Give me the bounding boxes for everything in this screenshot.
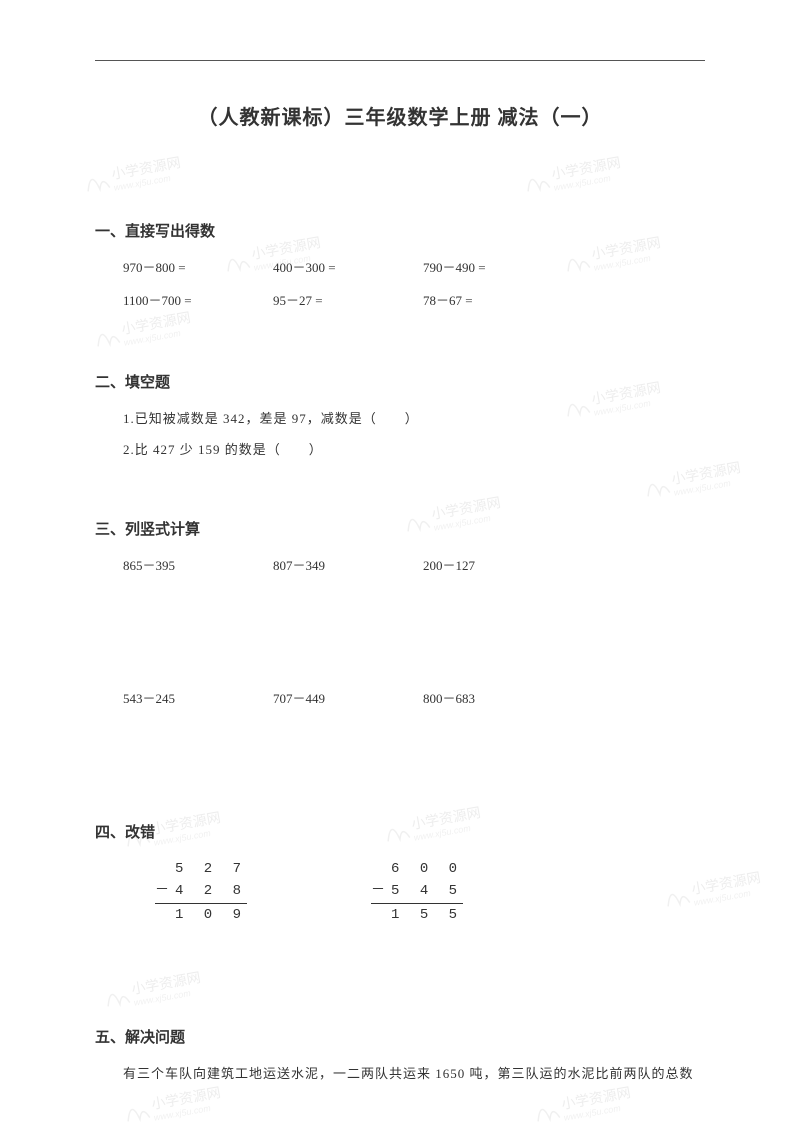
num-top: 6 0 0: [371, 858, 463, 880]
svg-text:www.xj5u.com: www.xj5u.com: [153, 1103, 212, 1123]
eq: 790－490 =: [423, 257, 573, 276]
svg-text:www.xj5u.com: www.xj5u.com: [553, 173, 612, 193]
eq: 200－127: [423, 555, 573, 574]
s3-row1: 865－395 807－349 200－127: [123, 555, 705, 574]
svg-text:小学资源网: 小学资源网: [560, 1085, 632, 1113]
watermark-icon: 小学资源网www.xj5u.com: [117, 1076, 232, 1134]
s4-columns: 5 2 7 －4 2 8 1 0 9 6 0 0 －5 4 5 1 5 5: [95, 858, 705, 926]
section-5-heading: 五、解决问题: [95, 1026, 705, 1047]
num-bot: 1 5 5: [371, 904, 463, 926]
num-top: 5 2 7: [155, 858, 247, 880]
s1-row2: 1100－700 = 95－27 = 78－67 =: [123, 290, 705, 309]
eq: 807－349: [273, 555, 423, 574]
section-4-heading: 四、改错: [95, 821, 705, 842]
svg-text:小学资源网: 小学资源网: [550, 155, 622, 183]
eq: 1100－700 =: [123, 290, 273, 309]
s2-line2: 2.比 427 少 159 的数是（ ）: [123, 439, 705, 458]
num-mid: －5 4 5: [371, 880, 463, 903]
watermark-icon: 小学资源网www.xj5u.com: [517, 146, 632, 204]
svg-text:www.xj5u.com: www.xj5u.com: [563, 1103, 622, 1123]
eq: 865－395: [123, 555, 273, 574]
num-bot: 1 0 9: [155, 904, 247, 926]
vertical-calc-2: 6 0 0 －5 4 5 1 5 5: [371, 858, 463, 926]
eq: 707－449: [273, 688, 423, 707]
eq: 400－300 =: [273, 257, 423, 276]
num-mid: －4 2 8: [155, 880, 247, 903]
page-title: （人教新课标）三年级数学上册 减法（一）: [95, 101, 705, 130]
eq: 970－800 =: [123, 257, 273, 276]
section-2-heading: 二、填空题: [95, 371, 705, 392]
watermark-icon: 小学资源网www.xj5u.com: [77, 146, 192, 204]
eq: 95－27 =: [273, 290, 423, 309]
s3-row2: 543－245 707－449 800－683: [123, 688, 705, 707]
svg-text:www.xj5u.com: www.xj5u.com: [113, 173, 172, 193]
svg-text:小学资源网: 小学资源网: [110, 155, 182, 183]
top-rule: [95, 60, 705, 61]
section-1-heading: 一、直接写出得数: [95, 220, 705, 241]
s2-line1: 1.已知被减数是 342，差是 97，减数是（ ）: [123, 408, 705, 427]
svg-text:小学资源网: 小学资源网: [150, 1085, 222, 1113]
eq: 543－245: [123, 688, 273, 707]
s5-line1: 有三个车队向建筑工地运送水泥，一二两队共运来 1650 吨，第三队运的水泥比前两…: [123, 1063, 705, 1082]
section-3-heading: 三、列竖式计算: [95, 518, 705, 539]
eq: 800－683: [423, 688, 573, 707]
vertical-calc-1: 5 2 7 －4 2 8 1 0 9: [155, 858, 247, 926]
s1-row1: 970－800 = 400－300 = 790－490 =: [123, 257, 705, 276]
eq: 78－67 =: [423, 290, 573, 309]
watermark-icon: 小学资源网www.xj5u.com: [527, 1076, 642, 1134]
